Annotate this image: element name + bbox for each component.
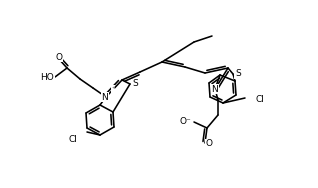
Text: N: N	[211, 84, 218, 93]
Text: O: O	[205, 139, 212, 149]
Text: Cl: Cl	[256, 96, 265, 105]
Text: N: N	[102, 92, 108, 102]
Text: ⁺: ⁺	[111, 85, 115, 94]
Text: S: S	[235, 70, 241, 79]
Text: Cl: Cl	[69, 136, 78, 145]
Text: HO: HO	[40, 73, 54, 82]
Text: O: O	[56, 52, 63, 61]
Text: O⁻: O⁻	[179, 118, 191, 127]
Text: S: S	[132, 80, 138, 89]
